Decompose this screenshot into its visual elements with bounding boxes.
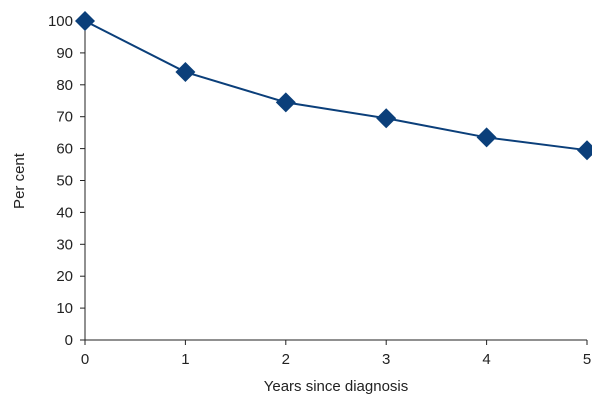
x-tick-label: 5 <box>583 351 591 368</box>
x-tick-label: 0 <box>81 351 89 368</box>
y-tick-label: 20 <box>56 268 73 285</box>
y-tick-label: 100 <box>48 13 73 30</box>
y-tick-label: 60 <box>56 141 73 158</box>
y-axis-title: Per cent <box>11 152 28 209</box>
x-axis-title: Years since diagnosis <box>264 378 409 395</box>
axes <box>84 17 587 341</box>
y-tick-label: 50 <box>56 173 73 190</box>
x-tick-label: 2 <box>282 351 290 368</box>
series <box>75 11 592 161</box>
y-tick-label: 30 <box>56 236 73 253</box>
y-tick-label: 70 <box>56 109 73 126</box>
y-tick-label: 0 <box>65 332 73 349</box>
data-point <box>75 11 95 31</box>
x-tick-label: 4 <box>482 351 490 368</box>
y-tick-label: 40 <box>56 204 73 221</box>
data-point <box>376 108 397 129</box>
data-point <box>175 62 196 83</box>
y-tick-label: 10 <box>56 300 73 317</box>
y-tick-label: 80 <box>56 77 73 94</box>
y-tick-label: 90 <box>56 45 73 62</box>
ticks: 0 10 20 30 40 50 60 70 80 90 100 0 1 2 3 4 5 <box>48 13 591 368</box>
data-point <box>275 92 296 113</box>
data-point <box>476 127 497 148</box>
x-tick-label: 3 <box>382 351 390 368</box>
x-tick-label: 1 <box>181 351 189 368</box>
data-point <box>577 140 592 161</box>
series-line <box>84 20 588 152</box>
